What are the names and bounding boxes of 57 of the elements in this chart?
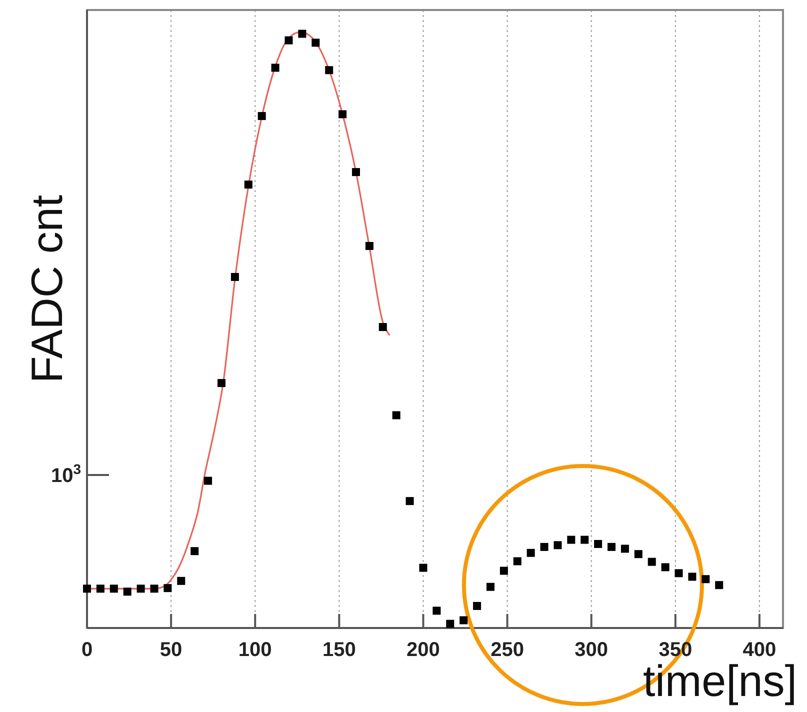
point xyxy=(634,550,642,558)
point xyxy=(190,547,199,556)
x-tick-label: 50 xyxy=(160,639,182,661)
point xyxy=(674,569,683,578)
point xyxy=(284,36,293,44)
point xyxy=(352,168,360,176)
point xyxy=(540,542,548,551)
point xyxy=(554,541,562,550)
point xyxy=(500,566,508,575)
point xyxy=(715,581,724,590)
text: 10$^{3}$ xyxy=(50,461,82,487)
point xyxy=(486,582,494,591)
point xyxy=(204,476,212,485)
x-tick-label: 200 xyxy=(406,639,440,661)
point xyxy=(150,584,158,593)
point xyxy=(217,379,226,388)
point xyxy=(271,64,280,72)
point xyxy=(661,563,670,572)
point xyxy=(325,66,334,74)
point xyxy=(338,110,347,118)
point xyxy=(177,576,186,585)
point xyxy=(378,323,387,332)
x-tick-label: 100 xyxy=(238,639,272,661)
point xyxy=(258,112,266,120)
point xyxy=(298,30,306,38)
point xyxy=(688,572,696,581)
point xyxy=(110,584,118,593)
point xyxy=(446,620,454,628)
x-tick-label: 0 xyxy=(81,639,93,661)
x-tick-label: 250 xyxy=(490,639,524,661)
point xyxy=(702,575,710,584)
point xyxy=(594,540,602,548)
point xyxy=(365,242,374,250)
point xyxy=(608,542,616,551)
y-axis-title: FADC cnt xyxy=(23,194,72,384)
point xyxy=(392,411,400,420)
point xyxy=(580,536,589,544)
x-tick-label: 300 xyxy=(574,639,608,661)
point xyxy=(419,564,428,572)
point xyxy=(96,584,104,593)
point xyxy=(620,544,629,553)
point xyxy=(432,606,441,615)
point xyxy=(513,557,522,566)
point xyxy=(136,584,145,593)
point xyxy=(526,548,535,557)
point xyxy=(406,497,414,506)
x-tick-label: 150 xyxy=(322,639,356,661)
point xyxy=(567,536,576,544)
point xyxy=(473,602,482,610)
point xyxy=(230,272,239,281)
point xyxy=(312,38,320,47)
point xyxy=(648,558,656,566)
point xyxy=(244,180,252,189)
point xyxy=(83,584,91,593)
point xyxy=(123,588,132,596)
point xyxy=(460,616,468,624)
point xyxy=(164,584,172,592)
